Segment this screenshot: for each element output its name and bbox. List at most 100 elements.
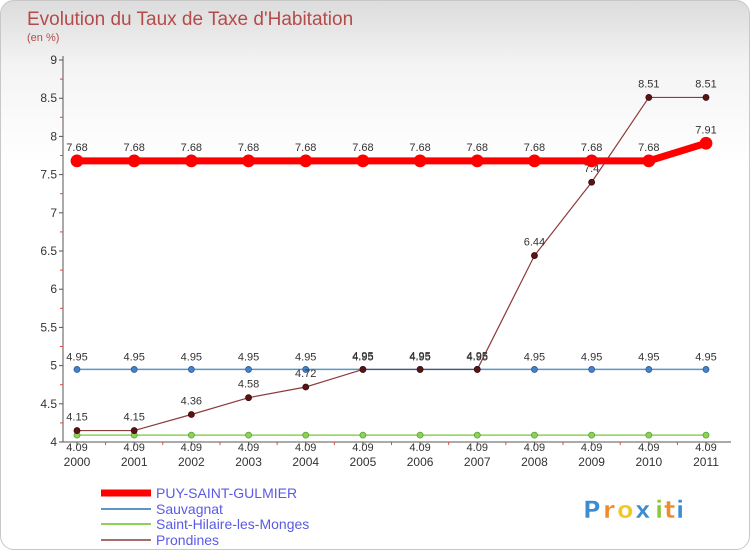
data-label: 4.95 xyxy=(352,351,373,363)
data-label: 4.95 xyxy=(695,351,716,363)
series-line xyxy=(77,96,706,432)
x-tick-label: 2002 xyxy=(178,455,205,469)
data-point xyxy=(588,431,596,439)
x-tick-label: 2011 xyxy=(693,455,719,469)
data-point xyxy=(130,366,138,373)
data-label: 4.09 xyxy=(181,442,202,454)
data-label: 4.09 xyxy=(352,442,373,454)
data-label: 7.68 xyxy=(467,142,488,154)
y-tick-label: 6 xyxy=(50,282,57,296)
data-label: 7.68 xyxy=(638,142,659,154)
data-point xyxy=(531,366,538,373)
data-label: 4.72 xyxy=(295,368,316,380)
data-label: 4.95 xyxy=(66,351,87,363)
data-point xyxy=(127,154,141,168)
data-point xyxy=(302,431,310,439)
data-point xyxy=(184,154,198,168)
data-point xyxy=(645,366,653,373)
data-label: 4.15 xyxy=(123,412,144,424)
data-label: 7.68 xyxy=(238,142,259,154)
data-label: 4.95 xyxy=(238,351,259,363)
data-point xyxy=(187,411,195,418)
data-label: 4.09 xyxy=(123,442,144,454)
data-point xyxy=(588,366,596,373)
y-tick-label: 7.5 xyxy=(40,168,57,182)
data-label: 4.58 xyxy=(238,379,259,391)
data-point xyxy=(702,431,710,439)
data-point xyxy=(528,154,541,168)
chart-title: Evolution du Taux de Taxe d'Habitation xyxy=(27,9,353,30)
data-label: 4.09 xyxy=(524,442,545,454)
legend-item: Saint-Hilaire-les-Monges xyxy=(101,516,309,532)
data-label: 4.09 xyxy=(695,442,716,454)
data-point xyxy=(245,394,252,402)
data-point xyxy=(73,366,81,373)
x-tick-label: 2006 xyxy=(407,455,434,469)
data-label: 4.95 xyxy=(524,351,545,363)
y-tick-label: 4 xyxy=(50,435,57,449)
logo-letter: i xyxy=(676,496,684,524)
data-label: 4.09 xyxy=(581,442,602,454)
data-point xyxy=(473,366,481,373)
logo-letter: x xyxy=(635,496,651,524)
data-label: 7.68 xyxy=(409,142,430,154)
data-point xyxy=(245,431,252,439)
x-tick-label: 2003 xyxy=(235,455,262,469)
series-saint-hilaire-les-monges: 4.09 4.09 4.09 4.09 4.09 4.09 4.09 4.09 4.09 4.09… xyxy=(66,431,717,454)
data-point xyxy=(416,366,424,373)
data-label: 4.09 xyxy=(66,442,87,454)
data-label: 4.95 xyxy=(581,351,602,363)
x-tick-label: 2009 xyxy=(578,455,605,469)
data-point xyxy=(645,94,653,101)
data-label: 7.68 xyxy=(66,142,87,154)
data-point xyxy=(585,154,599,168)
data-point xyxy=(699,136,713,150)
x-tick-label: 2010 xyxy=(635,455,662,469)
x-tick-label: 2008 xyxy=(521,455,548,469)
data-label: 4.09 xyxy=(409,442,430,454)
data-label: 7.91 xyxy=(695,124,716,136)
y-tick-label: 4.5 xyxy=(40,397,57,411)
data-label: 4.95 xyxy=(123,351,144,363)
x-tick-label: 2005 xyxy=(350,455,377,469)
data-label: 7.68 xyxy=(581,142,602,154)
data-point xyxy=(645,431,653,439)
data-point xyxy=(531,252,538,259)
data-label: 4.09 xyxy=(238,442,259,454)
data-point xyxy=(588,178,596,186)
y-tick-label: 9 xyxy=(50,53,57,67)
data-point xyxy=(359,431,367,439)
data-point xyxy=(416,431,424,439)
y-axis-unit: (en %) xyxy=(27,32,59,44)
data-label: 7.68 xyxy=(295,142,316,154)
data-point xyxy=(187,366,195,373)
data-point xyxy=(642,154,656,168)
data-point xyxy=(70,154,84,168)
logo-letter: i xyxy=(655,496,663,524)
data-label: 7.68 xyxy=(352,142,373,154)
data-point xyxy=(413,154,427,168)
data-point xyxy=(359,366,367,373)
data-point xyxy=(531,431,538,439)
data-point xyxy=(702,366,710,373)
data-point xyxy=(299,154,313,168)
data-label: 8.51 xyxy=(638,78,659,90)
data-label: 7.4 xyxy=(584,163,599,175)
data-point xyxy=(473,431,481,439)
legend-item: Prondines xyxy=(101,532,219,548)
x-tick-label: 2007 xyxy=(464,455,491,469)
legend-label: Sauvagnat xyxy=(156,501,223,517)
data-point xyxy=(187,431,195,439)
y-tick-label: 7 xyxy=(50,206,57,220)
data-point xyxy=(470,154,484,168)
series-prondines: 4.15 4.15 4.36 4.58 4.72 4.95 4.95 4.95 6.44 7.4 8… xyxy=(66,78,717,434)
legend-label: Saint-Hilaire-les-Monges xyxy=(156,516,309,532)
data-label: 4.95 xyxy=(409,351,430,363)
data-label: 4.95 xyxy=(467,350,488,362)
x-tick-label: 2004 xyxy=(292,455,319,469)
data-label: 4.95 xyxy=(638,351,659,363)
logo-letter: o xyxy=(617,496,634,524)
